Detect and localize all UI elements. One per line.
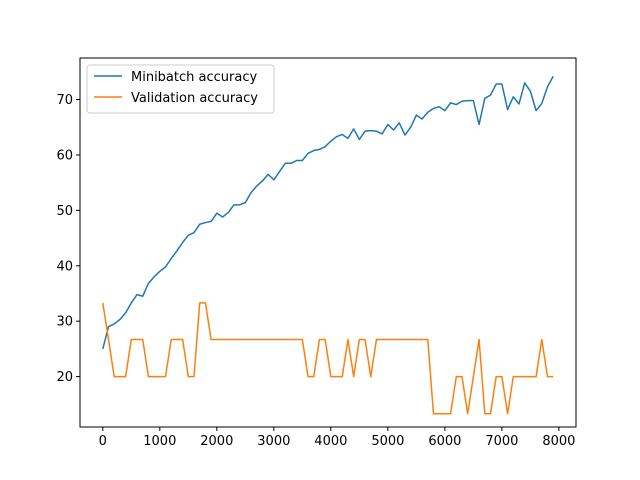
x-tick-label: 1000 — [143, 434, 176, 449]
y-tick-label: 40 — [56, 259, 73, 274]
y-tick-label: 70 — [56, 93, 73, 108]
series-line-validation — [102, 302, 554, 415]
y-tick-label: 50 — [56, 204, 73, 219]
legend-label-minibatch: Minibatch accuracy — [131, 70, 257, 85]
plot-lines — [102, 75, 554, 415]
y-tick-label: 60 — [56, 148, 73, 163]
x-tick-label: 6000 — [428, 434, 461, 449]
x-axis: 0 1000 2000 3000 4000 5000 6000 7000 8000 — [99, 427, 575, 449]
plot-frame — [79, 57, 577, 428]
legend-label-validation: Validation accuracy — [131, 91, 258, 106]
x-tick-label: 2000 — [200, 434, 233, 449]
y-tick-label: 20 — [56, 370, 73, 385]
x-tick-label: 7000 — [485, 434, 518, 449]
x-tick-label: 5000 — [371, 434, 404, 449]
y-tick-label: 30 — [56, 315, 73, 330]
y-axis: 20 30 40 50 60 70 — [56, 93, 80, 385]
legend-box — [86, 64, 275, 114]
series-line-minibatch — [102, 75, 554, 350]
legend: Minibatch accuracy Validation accuracy — [86, 64, 275, 114]
x-tick-label: 4000 — [314, 434, 347, 449]
x-tick-label: 3000 — [257, 434, 290, 449]
x-tick-label: 8000 — [542, 434, 575, 449]
x-tick-label: 0 — [99, 434, 107, 449]
